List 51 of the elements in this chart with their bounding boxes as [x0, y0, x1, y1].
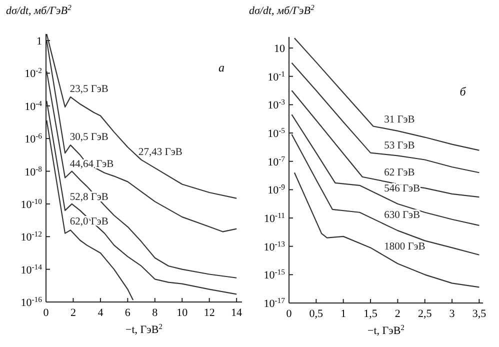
y-tick-label: 10$^{-3}$: [268, 97, 286, 112]
x-tick-label: 0: [286, 308, 292, 320]
y-tick-label: 10$^{-15}$: [264, 267, 286, 282]
x-tick-label: 6: [124, 307, 131, 319]
series-label: 30,5 ГэВ: [70, 132, 108, 144]
y-axis-title: dσ/dt, мб/ГэВ$^{2}$: [6, 2, 72, 17]
y-tick-label: 10$^{-11}$: [264, 210, 286, 226]
y-tick-label: 10$^{-10}$: [20, 196, 42, 211]
y-tick-label: 10$^{-13}$: [264, 238, 286, 254]
x-tick-label: 2,5: [418, 308, 432, 320]
series-label: 62 ГэВ: [384, 167, 415, 178]
series-label: 1800 ГэВ: [384, 242, 426, 253]
y-tick-label: 10$^{-9}$: [268, 182, 286, 197]
series-label: 23,5 ГэВ: [70, 84, 108, 96]
y-tick-label: 10$^{-16}$: [20, 294, 42, 309]
annotation: а: [218, 60, 224, 75]
y-tick-label: 10$^{-4}$: [24, 98, 42, 113]
x-tick-label: 2: [70, 307, 76, 319]
x-tick-label: 2: [394, 308, 400, 320]
y-tick-label: 10$^{-1}$: [268, 68, 286, 84]
x-tick-label: 1,5: [364, 308, 378, 320]
annotation: 27,43 ГэВ: [138, 146, 182, 158]
y-axis-title: dσ/dt, мб/ГэВ$^{2}$: [249, 2, 314, 17]
y-tick-label: 1: [36, 36, 42, 48]
x-tick-label: 14: [231, 307, 243, 319]
x-tick-label: 8: [152, 307, 158, 319]
y-tick-label: 10$^{-8}$: [24, 164, 42, 178]
y-tick-label: 10$^{-17}$: [264, 296, 286, 310]
y-tick-label: 10$^{-5}$: [268, 126, 286, 140]
x-tick-label: 0,5: [309, 308, 324, 320]
series-label: 546 ГэВ: [384, 183, 420, 194]
y-tick-label: 10$^{-6}$: [24, 131, 42, 146]
y-tick-label: 10: [274, 43, 286, 56]
x-tick-label: 12: [204, 307, 215, 319]
y-tick-label: 10$^{-12}$: [20, 229, 42, 244]
x-axis-title: −t, ГэВ$^{2}$: [367, 322, 405, 337]
x-tick-label: 4: [98, 307, 104, 319]
x-axis-title: −t, ГэВ$^{2}$: [125, 322, 163, 336]
series-label: 62,0 ГэВ: [70, 216, 108, 228]
series-label: 53 ГэВ: [384, 140, 415, 152]
series-label: 31 ГэВ: [384, 114, 415, 126]
annotation: б: [460, 84, 467, 99]
x-tick-label: 1: [340, 308, 346, 320]
series-label: 630 ГэВ: [384, 210, 420, 222]
x-tick-label: 0: [43, 307, 50, 319]
x-tick-label: 3,5: [472, 308, 487, 320]
y-tick-label: 10$^{-7}$: [268, 154, 286, 168]
x-tick-label: 3: [449, 308, 456, 320]
y-tick-label: 10$^{-14}$: [20, 262, 42, 276]
y-tick-label: 10$^{-2}$: [24, 66, 42, 80]
x-tick-label: 10: [176, 307, 188, 319]
